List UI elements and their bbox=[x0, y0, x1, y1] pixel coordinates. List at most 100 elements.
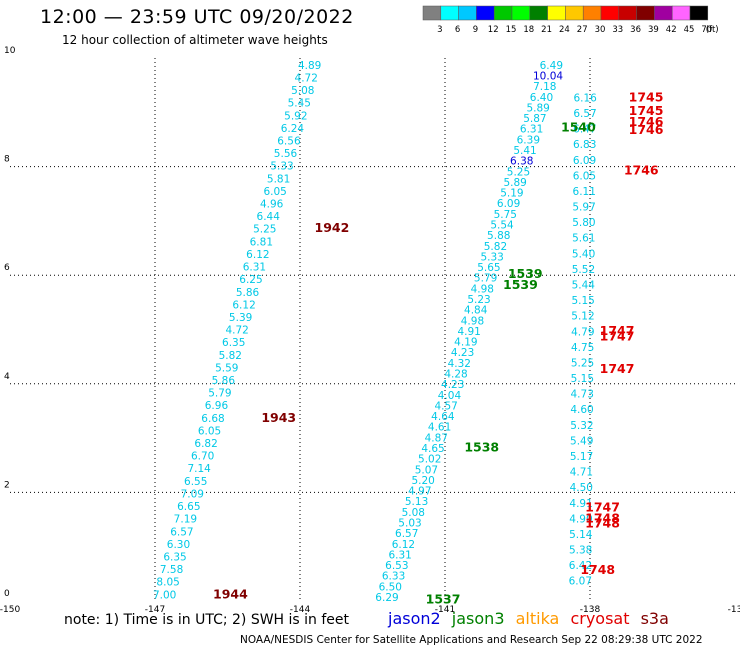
pass-time-label: 1746 bbox=[629, 122, 664, 137]
wave-height-label: 5.25 bbox=[571, 357, 594, 369]
y-tick-label: 2 bbox=[4, 480, 10, 490]
wave-height-label: 6.56 bbox=[277, 135, 301, 147]
wave-height-label: 4.04 bbox=[438, 390, 462, 402]
pass-time-label: 1747 bbox=[600, 361, 635, 376]
satellite-s3a: s3a bbox=[640, 609, 669, 628]
wave-height-label: 6.39 bbox=[517, 134, 540, 146]
color-scale-label: 30 bbox=[595, 25, 606, 35]
wave-height-label: 6.65 bbox=[177, 501, 200, 513]
wave-height-label: 6.83 bbox=[573, 139, 596, 151]
color-swatch bbox=[458, 5, 477, 21]
wave-height-label: 5.23 bbox=[467, 294, 490, 306]
color-scale-label: 42 bbox=[666, 25, 677, 35]
wave-height-label: 6.40 bbox=[530, 92, 553, 104]
pass-time-label: 1746 bbox=[624, 163, 659, 178]
wave-height-label: 4.72 bbox=[225, 325, 248, 337]
wave-height-label: 4.97 bbox=[408, 486, 431, 498]
color-scale-label: 3 bbox=[437, 25, 442, 35]
color-scale-label: 33 bbox=[612, 25, 623, 35]
wave-height-label: 6.35 bbox=[163, 551, 186, 563]
color-swatch bbox=[618, 5, 637, 21]
wave-height-label: 7.58 bbox=[160, 564, 183, 576]
wave-height-label: 6.31 bbox=[520, 124, 543, 136]
pass-time-label: 1747 bbox=[585, 499, 620, 514]
color-swatch bbox=[654, 5, 673, 21]
x-tick-label: -13 bbox=[728, 605, 740, 615]
wave-height-label: 5.87 bbox=[523, 113, 546, 125]
color-scale-label: 27 bbox=[577, 25, 588, 35]
pass-time-label: 1539 bbox=[503, 277, 538, 292]
color-scale-label: 6 bbox=[455, 25, 460, 35]
wave-height-label: 6.12 bbox=[392, 539, 415, 551]
color-scale-label: 45 bbox=[684, 25, 695, 35]
wave-height-label: 6.05 bbox=[573, 170, 596, 182]
pass-time-label: 1746 bbox=[629, 114, 664, 129]
wave-height-label: 5.25 bbox=[253, 224, 276, 236]
wave-height-label: 5.07 bbox=[415, 464, 438, 476]
wave-height-label: 5.79 bbox=[474, 273, 497, 285]
wave-height-label: 4.23 bbox=[441, 379, 464, 391]
wave-height-label: 6.44 bbox=[257, 211, 281, 223]
wave-height-label: 4.87 bbox=[425, 432, 448, 444]
pass-time-label: 1942 bbox=[315, 220, 350, 235]
wave-height-label: 4.57 bbox=[434, 400, 457, 412]
wave-height-label: 5.54 bbox=[490, 220, 514, 232]
wave-height-label: 6.16 bbox=[573, 92, 597, 104]
color-swatch bbox=[476, 5, 495, 21]
wave-height-label: 5.80 bbox=[572, 217, 595, 229]
wave-height-label: 6.05 bbox=[263, 186, 286, 198]
wave-height-label: 4.64 bbox=[431, 411, 455, 423]
wave-height-label: 5.40 bbox=[572, 248, 595, 260]
wave-height-label: 4.91 bbox=[569, 498, 592, 510]
wave-height-label: 4.96 bbox=[260, 199, 284, 211]
wave-height-label: 5.89 bbox=[503, 177, 526, 189]
pass-time-label: 1747 bbox=[600, 323, 635, 338]
pass-time-label: 1540 bbox=[561, 119, 596, 134]
wave-height-label: 6.11 bbox=[573, 186, 596, 198]
wave-height-label: 5.49 bbox=[570, 435, 593, 447]
wave-height-label: 6.42 bbox=[569, 560, 592, 572]
wave-height-label: 4.19 bbox=[454, 337, 477, 349]
wave-height-label: 4.84 bbox=[464, 305, 488, 317]
wave-height-label: 5.25 bbox=[507, 166, 530, 178]
wave-height-label: 4.28 bbox=[444, 369, 467, 381]
wave-height-label: 4.89 bbox=[298, 60, 321, 72]
x-tick-label: -144 bbox=[290, 605, 311, 615]
y-tick-label: 4 bbox=[4, 372, 10, 382]
footer-credit: NOAA/NESDIS Center for Satellite Applica… bbox=[240, 634, 703, 646]
pass-time-label: 1747 bbox=[600, 328, 635, 343]
color-swatch bbox=[511, 5, 531, 21]
wave-height-label: 6.57 bbox=[395, 528, 418, 540]
wave-height-label: 6.49 bbox=[540, 60, 563, 72]
wave-height-label: 8.05 bbox=[156, 577, 179, 589]
wave-height-label: 5.86 bbox=[236, 287, 260, 299]
wave-height-label: 4.71 bbox=[570, 467, 593, 479]
wave-height-label: 7.09 bbox=[181, 488, 204, 500]
color-scale-label: 39 bbox=[648, 25, 659, 35]
color-scale-label: 12 bbox=[488, 25, 499, 35]
wave-height-label: 4.65 bbox=[421, 443, 444, 455]
pass-time-label: 1537 bbox=[426, 592, 461, 607]
wave-height-label: 6.09 bbox=[497, 198, 520, 210]
wave-height-label: 5.03 bbox=[398, 518, 421, 530]
wave-height-label: 4.73 bbox=[571, 389, 594, 401]
wave-height-label: 5.88 bbox=[487, 230, 510, 242]
wave-height-label: 4.98 bbox=[471, 283, 494, 295]
wave-height-label: 5.79 bbox=[208, 388, 231, 400]
pass-time-label: 1539 bbox=[508, 266, 543, 281]
wave-height-label: 5.13 bbox=[405, 496, 428, 508]
pass-time-label: 1538 bbox=[464, 440, 499, 455]
wave-height-label: 4.75 bbox=[571, 342, 594, 354]
wave-height-label: 4.23 bbox=[451, 347, 474, 359]
color-swatch bbox=[689, 5, 709, 21]
wave-height-label: 4.98 bbox=[461, 315, 484, 327]
wave-height-label: 6.05 bbox=[198, 425, 221, 437]
wave-height-label: 5.52 bbox=[572, 264, 595, 276]
wave-height-label: 6.12 bbox=[246, 249, 269, 261]
wave-height-label: 6.31 bbox=[243, 262, 266, 274]
wave-height-label: 6.38 bbox=[510, 156, 533, 168]
wave-height-label: 7.18 bbox=[533, 81, 556, 93]
wave-height-label: 6.24 bbox=[281, 123, 305, 135]
wave-height-label: 4.79 bbox=[571, 326, 594, 338]
color-scale-legend: 3 6 9 12 15 18 21 24 27 30 33 36 39 42 45 70(ft) bbox=[422, 5, 719, 35]
